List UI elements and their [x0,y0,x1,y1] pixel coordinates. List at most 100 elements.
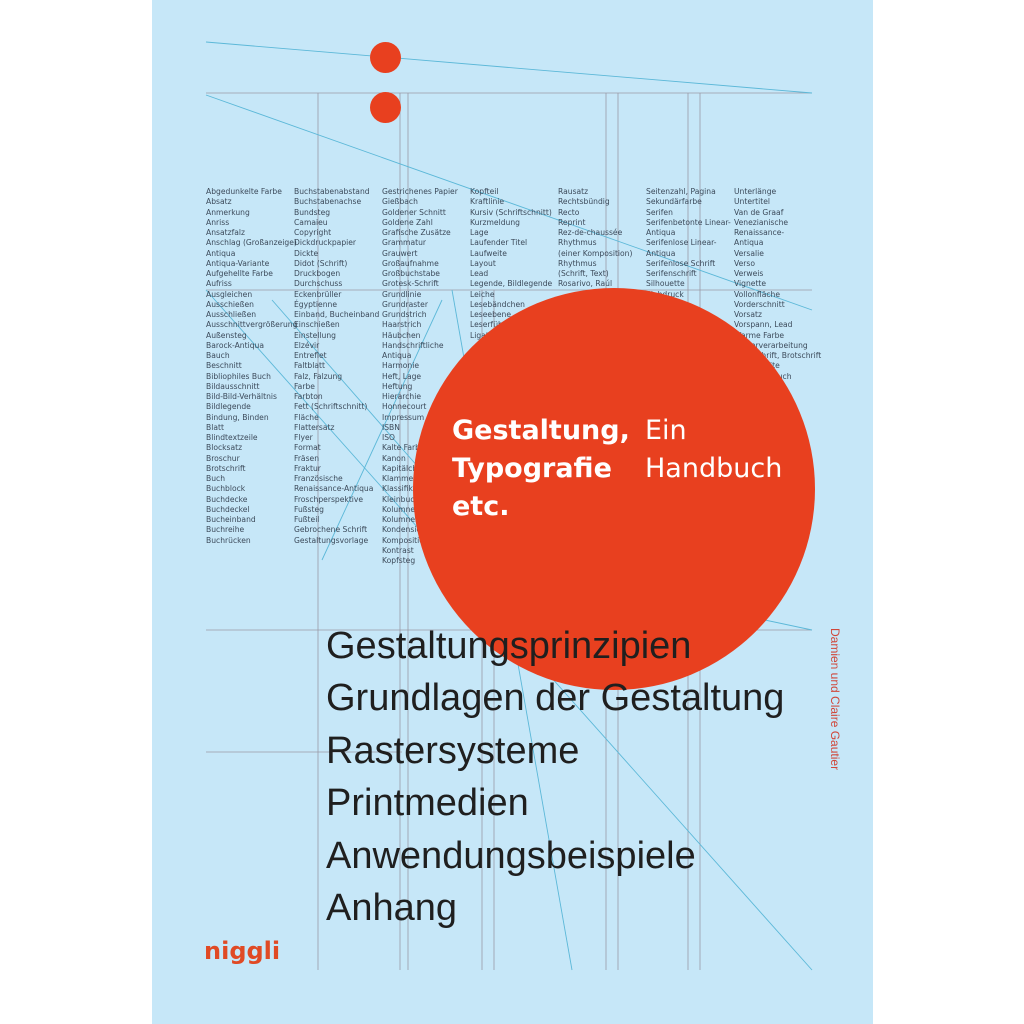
red-dot [370,92,401,123]
glossary-term: Serifenlose Linear- [646,238,717,248]
glossary-term: Handschriftliche [382,340,444,350]
glossary-term: Verso [734,258,756,268]
glossary-term: Vorsatz [734,310,762,319]
glossary-term: Versalie [734,248,764,258]
glossary-term: Gestaltungsvorlage [294,535,369,545]
topic-item: Anhang [326,887,458,930]
glossary-term: Kurzmeldung [470,217,520,227]
glossary-term: Werkschrift, Brotschrift [734,351,822,360]
author-name: Damien und Claire Gautier [828,628,842,771]
glossary-term: Camaieu [294,217,328,227]
title-line: Gestaltung, [452,415,630,446]
glossary-term: Blatt [206,422,224,432]
glossary-term: Bildausschnitt [206,381,260,391]
glossary-term: Didot (Schrift) [294,258,348,268]
glossary-term: Broschur [206,453,240,463]
glossary-term: Rez-de-chaussée [558,228,623,237]
glossary-term: Blindtextzeile [206,433,258,442]
glossary-term: Kanon [382,453,406,463]
glossary-term: Serifenbetonte Linear- [646,217,731,227]
glossary-column: Unterlänge Untertitel Van de Graaf Venezian… [734,187,821,382]
glossary-term: Klassifikation [382,484,433,494]
glossary-column: Abgedunkelte Farbe Absatz Anmerkung Anriss A… [206,187,297,546]
glossary-term: Kapitälchen [382,463,427,473]
glossary-term: Van de Graaf [734,207,784,217]
glossary-term: Kontrast [382,545,414,555]
glossary-term: Gießbach [382,197,418,207]
glossary-term: Ausschießen [206,299,254,309]
glossary-term: Vignette [734,279,767,289]
glossary-term: Anschlag (Großanzeige) [206,238,297,248]
glossary-term: Vorspann, Lead [734,320,793,330]
glossary-term: Farbe [294,381,315,391]
glossary-term: Buchdecke [206,494,248,504]
glossary-term: Falz, Falzung [294,371,343,381]
glossary-term: Harmonie [382,361,419,371]
topic-item: Printmedien [326,782,529,825]
book-subtitle: Ein Handbuch [645,412,782,488]
glossary-term: Lead [470,269,489,278]
glossary-term: (Schrift, Text) [558,269,609,278]
glossary-term: Leserführung [470,320,521,330]
glossary-term: Buch [206,474,226,483]
glossary-term: Kursiv (Schriftschnitt) [470,207,552,217]
glossary-term: Grotesk-Schrift [382,279,439,289]
glossary-term: Kraftlinie [470,197,505,207]
glossary-term: Fußsteg [294,504,324,514]
glossary-term: Ausschnittvergrößerung [206,320,298,330]
glossary-term: Lage [470,228,489,237]
glossary-term: Kalte Farbe [382,443,425,453]
glossary-term: Vollonfläche [734,289,781,299]
glossary-term: Buchstabenabstand [294,187,370,196]
topic-list: Gestaltungsprinzipien Grundlagen der Ges… [326,620,784,934]
glossary-term: Reprint [558,217,586,227]
glossary-term: Barock-Antiqua [206,340,264,350]
glossary-term: Rausatz [558,187,589,196]
glossary-term: Grundstrich [382,310,427,319]
glossary-column: Gestrichenes Papier Gießbach Goldener Schn… [382,187,458,566]
glossary-term: ISO [382,433,396,442]
glossary-term: ISBN [382,422,400,432]
glossary-term: Fett (Schriftschnitt) [294,402,368,412]
glossary-term: Antiqua [646,228,676,237]
glossary-term: Abgedunkelte Farbe [206,187,282,196]
glossary-term: Kopfsteg [382,556,416,565]
glossary-term: Ansatzfalz [206,228,246,237]
glossary-term: Grafische Zusätze [382,228,451,237]
glossary-column: Buchstabenabstand Buchstabenachse Bundsteg… [294,187,379,546]
glossary-term: Beschnitt [206,361,242,371]
glossary-term: Leseebene [470,310,512,319]
glossary-term: Format [294,443,321,453]
glossary-term: Eckenbrüller [294,289,342,299]
glossary-term: Serifenlose Schrift [646,258,716,268]
glossary-term: Laufender Titel [470,238,528,248]
glossary-term: Häubchen [382,330,421,340]
glossary-term: Kopfteil [470,187,499,196]
glossary-term: Flattersatz [294,422,335,432]
glossary-term: Blocksatz [206,443,243,453]
glossary-term: Unterlänge [734,187,777,196]
glossary-term: Weiterverarbeitung [734,340,808,350]
glossary-term: Komposition [382,535,429,545]
topic-item: Anwendungsbeispiele [326,834,696,877]
glossary-term: Rechtsbündig [558,197,610,207]
glossary-term: Einband, Bucheinband [294,310,380,319]
glossary-term: Untertitel [734,197,770,207]
glossary-term: Großaufnahme [382,258,439,268]
glossary-term: Antiqua [382,351,412,360]
glossary-term: Ausschließen [206,310,257,319]
glossary-term: Leiche [470,289,495,299]
glossary-term: Buchreihe [206,525,245,535]
glossary-term: Impressum [382,412,425,422]
glossary-term: Fläche [294,412,319,422]
glossary-term: Renaissance- [734,228,785,237]
glossary-term: Rhythmus [558,238,597,248]
glossary-term: Honnecourt [382,402,427,412]
glossary-term: Bindung, Binden [206,412,269,422]
glossary-term: Dickdruckpapier [294,238,357,248]
glossary-term: Kolumne [382,504,416,514]
glossary-term: Druckbogen [294,269,341,278]
glossary-term: Rhythmus [558,258,597,268]
glossary-term: Grundlinie [382,289,422,299]
glossary-term: Grundraster [382,299,428,309]
